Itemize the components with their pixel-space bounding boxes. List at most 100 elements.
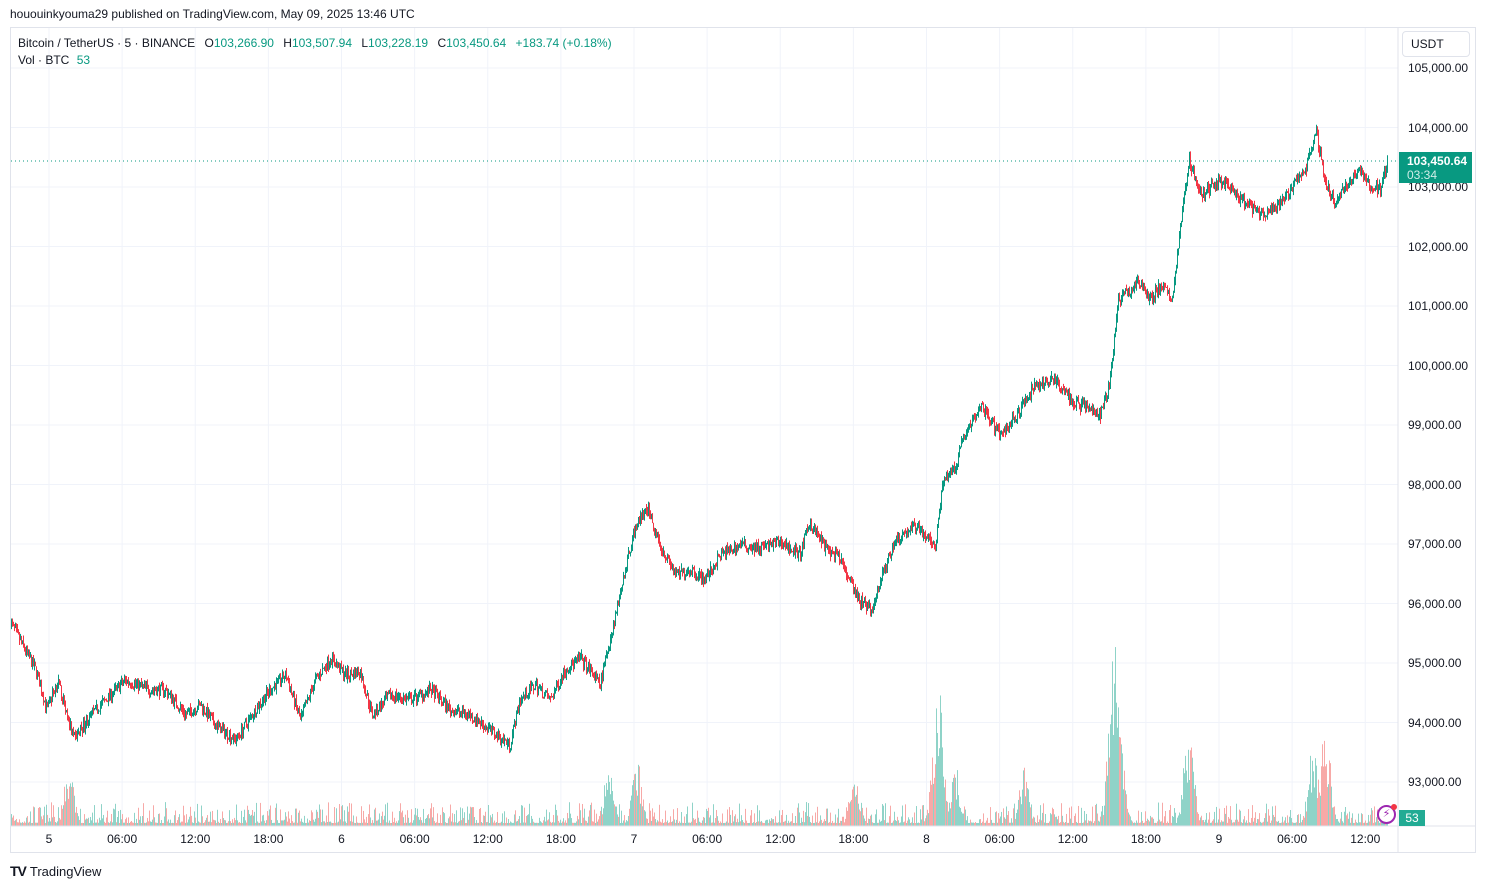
volume-bar	[1223, 821, 1224, 826]
volume-bar	[1376, 817, 1377, 826]
volume-bar	[1001, 811, 1002, 826]
volume-bar	[167, 821, 168, 826]
volume-bar	[209, 821, 210, 826]
volume-bar	[351, 803, 352, 826]
volume-bar	[538, 822, 539, 826]
volume-bar	[698, 817, 699, 826]
volume-bar	[710, 815, 711, 826]
volume-bar	[156, 822, 157, 826]
volume-bar	[84, 814, 85, 826]
volume-bar	[124, 822, 125, 826]
volume-bar	[809, 816, 810, 826]
volume-bar	[1181, 795, 1182, 826]
volume-bar	[605, 796, 606, 826]
volume-bar	[337, 822, 338, 826]
volume-bar	[1024, 767, 1025, 826]
volume-bar	[58, 807, 59, 826]
volume-bar	[1312, 760, 1313, 826]
time-tick: 5	[45, 832, 53, 846]
volume-bar	[602, 814, 603, 826]
volume-bar	[1078, 805, 1079, 826]
volume-bar	[138, 807, 139, 826]
volume-bar	[741, 815, 742, 826]
volume-bar	[334, 807, 335, 826]
time-tick: 12:00	[1350, 832, 1381, 846]
ohlc-row: Bitcoin / TetherUS · 5 · BINANCE O103,26…	[18, 35, 612, 52]
volume-bar	[487, 821, 488, 826]
volume-bar	[433, 807, 434, 826]
volume-bar	[1287, 815, 1288, 826]
volume-bar	[123, 822, 124, 826]
volume-bar	[921, 819, 922, 826]
volume-bar	[476, 820, 477, 826]
volume-bar	[383, 819, 384, 826]
tradingview-brand[interactable]: TV TradingView	[10, 863, 101, 879]
volume-bar	[656, 822, 657, 826]
volume-bar	[1031, 804, 1032, 826]
volume-bar	[287, 821, 288, 826]
volume-bar	[978, 823, 979, 826]
volume-bar	[780, 822, 781, 826]
volume-bar	[299, 810, 300, 826]
symbol-name[interactable]: Bitcoin / TetherUS · 5 · BINANCE	[18, 36, 196, 50]
volume-bar	[1175, 812, 1176, 826]
volume-bar	[273, 822, 274, 826]
volume-bar	[855, 796, 856, 826]
lightning-icon[interactable]: ⚡	[1377, 804, 1397, 824]
volume-bar	[553, 814, 554, 826]
tradingview-logo-icon: TV	[10, 863, 27, 879]
volume-bar	[550, 821, 551, 826]
time-tick: 12:00	[180, 832, 211, 846]
volume-bar	[96, 822, 97, 826]
volume-bar	[246, 822, 247, 826]
volume-bar	[1087, 822, 1088, 826]
volume-bar	[166, 808, 167, 826]
symbol-legend: Bitcoin / TetherUS · 5 · BINANCE O103,26…	[18, 35, 612, 69]
volume-bar	[464, 812, 465, 826]
volume-bar	[899, 822, 900, 826]
volume-bar	[1098, 820, 1099, 826]
volume-bar	[1108, 733, 1109, 826]
volume-bar	[327, 822, 328, 826]
volume-bar	[264, 820, 265, 826]
volume-bar	[245, 820, 246, 826]
volume-bar	[1367, 822, 1368, 826]
volume-label[interactable]: Vol · BTC	[18, 53, 70, 67]
volume-bar	[1101, 811, 1102, 826]
volume-bar	[1050, 813, 1051, 826]
volume-bar	[252, 810, 253, 826]
currency-button[interactable]: USDT	[1402, 31, 1470, 57]
volume-bar	[241, 810, 242, 826]
volume-bar	[1173, 816, 1174, 826]
volume-bar	[799, 812, 800, 826]
volume-bar	[527, 815, 528, 826]
volume-bar	[523, 822, 524, 826]
volume-bar	[1162, 802, 1163, 826]
volume-bar	[1351, 817, 1352, 826]
volume-bar	[1112, 661, 1113, 826]
volume-bar	[257, 821, 258, 826]
volume-bar	[421, 820, 422, 826]
volume-bar	[1349, 811, 1350, 826]
volume-bar	[1041, 820, 1042, 826]
volume-bar	[1296, 822, 1297, 826]
volume-bar	[357, 822, 358, 826]
volume-bar	[722, 813, 723, 826]
volume-bar	[374, 809, 375, 826]
volume-bar	[983, 813, 984, 826]
volume-bar	[392, 811, 393, 826]
volume-bar	[400, 803, 401, 826]
volume-bar	[399, 811, 400, 826]
volume-bar	[290, 823, 291, 826]
volume-bar	[355, 822, 356, 826]
volume-bar	[1036, 822, 1037, 826]
close-label: C	[437, 36, 447, 50]
volume-bar	[670, 816, 671, 826]
volume-bar	[1006, 806, 1007, 826]
volume-bar	[831, 822, 832, 826]
volume-bar	[311, 810, 312, 826]
volume-bar	[785, 820, 786, 826]
volume-bar	[651, 820, 652, 826]
volume-bar	[979, 819, 980, 826]
